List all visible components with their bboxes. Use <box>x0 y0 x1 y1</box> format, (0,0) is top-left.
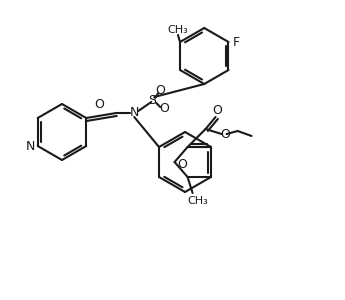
Text: O: O <box>221 128 230 140</box>
Text: O: O <box>159 103 169 116</box>
Text: F: F <box>233 35 240 49</box>
Text: O: O <box>94 98 104 111</box>
Text: O: O <box>178 158 188 170</box>
Text: CH₃: CH₃ <box>187 196 208 206</box>
Text: O: O <box>155 85 165 98</box>
Text: O: O <box>213 104 223 118</box>
Text: S: S <box>148 94 156 107</box>
Text: CH₃: CH₃ <box>168 25 188 35</box>
Text: N: N <box>130 106 139 119</box>
Text: N: N <box>26 140 36 152</box>
